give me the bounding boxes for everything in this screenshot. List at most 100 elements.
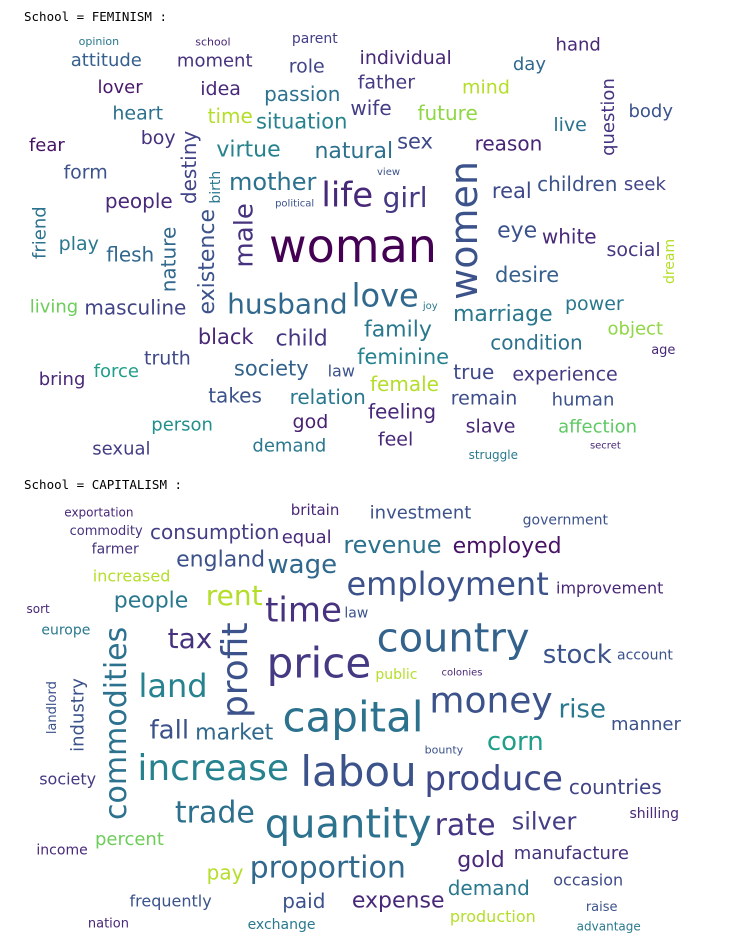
cloud-word: white: [542, 224, 597, 248]
cloud-word: play: [59, 233, 99, 255]
cloud-word: mind: [462, 76, 510, 98]
cloud-word: wife: [350, 96, 391, 120]
cloud-word: expense: [352, 889, 445, 914]
cloud-word: social: [607, 239, 661, 261]
cloud-word: improvement: [556, 579, 663, 598]
cloud-word: sex: [397, 130, 433, 154]
cloud-word: demand: [448, 876, 530, 900]
cloud-word: natural: [314, 139, 393, 164]
cloud-word: age: [651, 343, 675, 358]
cloud-word: consumption: [150, 520, 280, 544]
cloud-word: force: [94, 361, 139, 382]
cloud-word: capital: [282, 693, 423, 742]
cloud-word: husband: [227, 287, 348, 320]
cloud-word: revenue: [343, 531, 441, 559]
cloud-word: sexual: [92, 438, 150, 459]
cloud-word: pay: [207, 861, 244, 885]
cloud-word: live: [553, 114, 587, 136]
cloud-word: attitude: [71, 50, 142, 71]
cloud-word: shilling: [629, 806, 679, 822]
cloud-word: future: [417, 101, 477, 125]
cloud-word: time: [208, 104, 253, 128]
cloud-word: production: [450, 907, 536, 926]
cloud-word: frequently: [129, 892, 211, 911]
cloud-word: exportation: [64, 505, 133, 519]
cloud-word: virtue: [216, 137, 280, 162]
cloud-word: desire: [495, 263, 559, 287]
cloud-word: boy: [141, 127, 176, 149]
cloud-word: political: [275, 198, 314, 209]
cloud-word: government: [523, 513, 609, 529]
cloud-word: joy: [422, 301, 438, 312]
cloud-word: black: [198, 325, 255, 349]
cloud-word: parent: [292, 31, 338, 47]
panel-title-capitalism: School = CAPITALISM :: [24, 477, 183, 492]
cloud-word: manner: [611, 714, 681, 735]
cloud-word: colonies: [441, 667, 482, 678]
cloud-word: trade: [175, 796, 255, 831]
cloud-word: object: [608, 319, 663, 340]
cloud-word: country: [377, 616, 530, 662]
cloud-word: commodities: [99, 627, 134, 820]
cloud-word: feeling: [368, 400, 436, 424]
cloud-word: employment: [346, 565, 548, 603]
cloud-word: silver: [512, 807, 577, 835]
cloud-word: gold: [457, 848, 505, 873]
cloud-word: hand: [556, 35, 601, 56]
cloud-word: britain: [291, 501, 340, 519]
cloud-word: increase: [137, 748, 289, 789]
cloud-word: nation: [88, 917, 129, 932]
cloud-word: individual: [360, 47, 452, 69]
cloud-word: children: [537, 172, 617, 196]
cloud-word: question: [598, 78, 619, 156]
cloud-word: heart: [112, 103, 163, 125]
cloud-word: occasion: [553, 870, 623, 889]
cloud-word: public: [375, 667, 417, 683]
cloud-word: people: [114, 588, 189, 613]
cloud-word: paid: [282, 889, 325, 913]
cloud-word: investment: [370, 503, 472, 524]
cloud-word: mother: [229, 168, 316, 196]
cloud-word: nature: [156, 227, 180, 293]
cloud-word: secret: [590, 440, 621, 451]
cloud-word: corn: [487, 727, 544, 757]
cloud-word: form: [63, 162, 107, 184]
cloud-word: female: [370, 372, 439, 396]
cloud-word: eye: [497, 219, 537, 244]
cloud-word: countries: [569, 775, 662, 799]
cloud-word: male: [229, 203, 259, 267]
cloud-word: demand: [252, 436, 326, 457]
cloud-word: labou: [300, 747, 416, 796]
cloud-word: advantage: [577, 920, 641, 934]
cloud-word: opinion: [79, 35, 120, 48]
cloud-word: money: [429, 681, 552, 722]
cloud-word: passion: [264, 82, 340, 106]
word-cloud-feminism: woman women life love husband girl male mother e…: [22, 28, 684, 464]
cloud-word: produce: [425, 759, 563, 799]
cloud-word: society: [39, 769, 96, 788]
cloud-word: affection: [558, 417, 637, 438]
cloud-word: quantity: [265, 802, 432, 848]
word-cloud-capitalism-canvas: capital labou price country quantity money inc…: [26, 501, 681, 934]
cloud-word: land: [138, 667, 207, 705]
cloud-word: percent: [95, 829, 164, 850]
cloud-word: market: [195, 720, 273, 745]
cloud-word: time: [265, 591, 342, 631]
word-cloud-feminism-canvas: woman womenlifelovehusbandgirlmalemothere…: [29, 31, 678, 462]
cloud-word: school: [195, 35, 230, 48]
cloud-word: increased: [93, 567, 171, 586]
cloud-word: existence: [195, 209, 220, 314]
cloud-word: feel: [378, 428, 413, 450]
cloud-word: god: [293, 411, 329, 433]
cloud-word: stock: [543, 640, 612, 670]
cloud-word: struggle: [469, 448, 518, 462]
cloud-word: industry: [67, 678, 88, 752]
cloud-word: view: [377, 167, 400, 178]
cloud-word: human: [552, 389, 615, 410]
cloud-word: england: [176, 547, 265, 572]
cloud-word: price: [267, 639, 372, 688]
cloud-word: idea: [200, 78, 241, 100]
cloud-word: masculine: [84, 296, 186, 320]
cloud-word: girl: [383, 181, 428, 214]
cloud-word: rent: [206, 579, 263, 612]
